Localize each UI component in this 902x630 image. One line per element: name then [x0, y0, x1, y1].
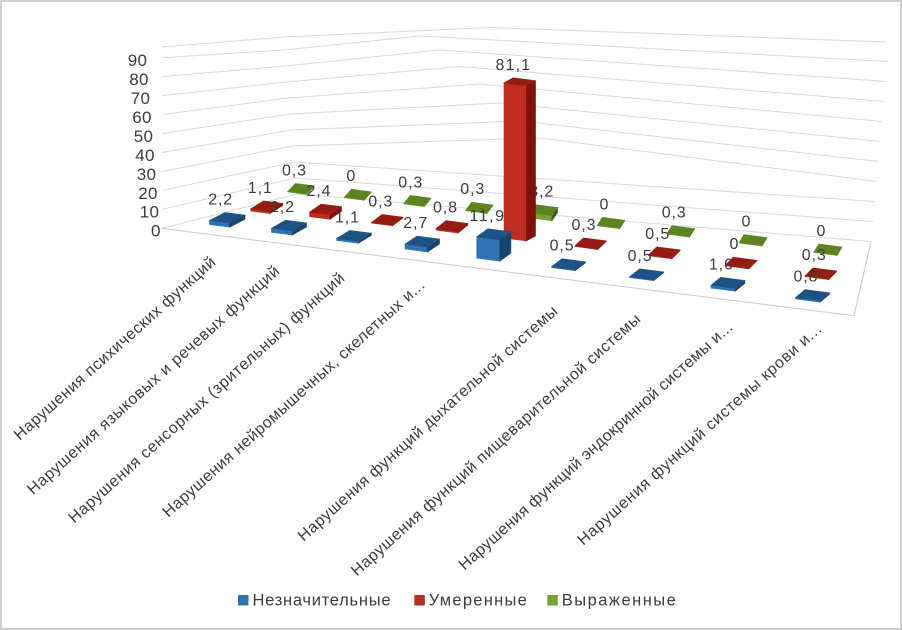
svg-text:Выраженные: Выраженные [562, 592, 676, 610]
svg-text:0: 0 [151, 222, 160, 241]
svg-text:0: 0 [600, 196, 609, 213]
svg-text:Незначительные: Незначительные [253, 592, 391, 610]
svg-text:60: 60 [132, 108, 151, 127]
svg-text:0,3: 0,3 [460, 181, 484, 198]
svg-text:80: 80 [129, 70, 148, 89]
svg-text:0,3: 0,3 [368, 194, 392, 211]
svg-text:0,3: 0,3 [572, 217, 596, 234]
svg-text:40: 40 [135, 146, 154, 165]
svg-text:Умеренные: Умеренные [429, 592, 527, 610]
svg-text:0,3: 0,3 [398, 174, 422, 191]
svg-text:0,5: 0,5 [645, 226, 669, 243]
svg-text:2,2: 2,2 [270, 199, 294, 216]
svg-text:11,9: 11,9 [470, 208, 505, 225]
svg-text:1,1: 1,1 [335, 209, 359, 226]
svg-text:81,1: 81,1 [496, 57, 531, 74]
svg-text:50: 50 [134, 127, 153, 146]
svg-text:90: 90 [128, 51, 147, 70]
svg-text:0: 0 [346, 168, 355, 185]
svg-text:2,2: 2,2 [208, 192, 232, 209]
svg-text:1,6: 1,6 [709, 256, 733, 273]
svg-text:20: 20 [138, 184, 157, 203]
svg-text:30: 30 [137, 165, 156, 184]
svg-text:1,1: 1,1 [248, 180, 272, 197]
svg-text:0: 0 [742, 214, 751, 231]
svg-text:0,3: 0,3 [662, 205, 686, 222]
svg-text:2,4: 2,4 [307, 183, 331, 200]
svg-text:0: 0 [816, 223, 825, 240]
svg-text:70: 70 [131, 89, 150, 108]
svg-text:0,5: 0,5 [628, 248, 652, 265]
svg-text:0: 0 [730, 236, 739, 253]
svg-text:0,5: 0,5 [550, 238, 574, 255]
svg-text:0,3: 0,3 [282, 163, 306, 180]
svg-text:0,8: 0,8 [794, 269, 818, 286]
svg-text:2,7: 2,7 [403, 215, 427, 232]
svg-text:0,8: 0,8 [433, 200, 457, 217]
svg-text:0,3: 0,3 [802, 247, 826, 264]
svg-text:10: 10 [140, 203, 159, 222]
